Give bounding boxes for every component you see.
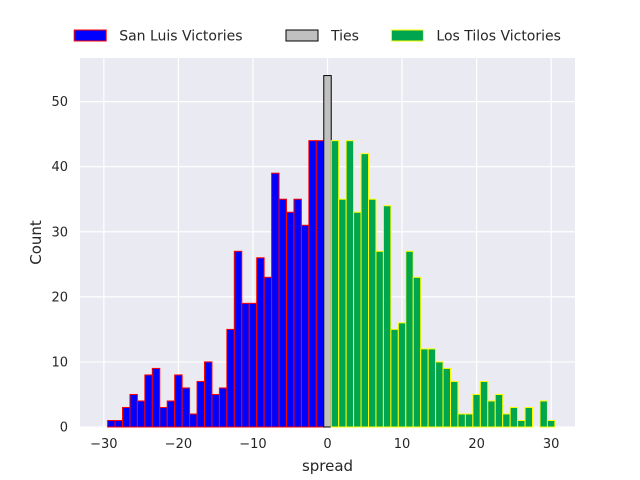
- los-tilos-victories-bar: [539, 400, 548, 428]
- los-tilos-victories-bar: [487, 400, 496, 428]
- y-tick-label: 40: [51, 160, 68, 175]
- san-luis-victories-bar: [166, 400, 176, 428]
- san-luis-victories-bar: [248, 302, 258, 428]
- los-tilos-victories-bar: [435, 361, 444, 428]
- los-tilos-victories-bar: [353, 211, 362, 428]
- san-luis-victories-bar: [271, 172, 280, 428]
- san-luis-victories-bar: [308, 140, 317, 428]
- los-tilos-victories-bar: [479, 380, 489, 428]
- san-luis-victories-bar: [300, 224, 310, 428]
- x-tick-label: 30: [543, 437, 560, 452]
- los-tilos-victories-bar: [390, 328, 399, 428]
- x-tick-label: 10: [394, 437, 411, 452]
- legend-swatch-ties: [285, 29, 319, 42]
- los-tilos-victories-bar: [427, 348, 437, 428]
- y-axis-label: Count: [27, 220, 45, 265]
- san-luis-victories-bar: [114, 419, 123, 428]
- ties-bar: [323, 75, 332, 428]
- y-tick-label: 20: [51, 290, 68, 305]
- x-tick-label: −20: [165, 437, 192, 452]
- san-luis-victories-bar: [211, 393, 220, 428]
- los-tilos-victories-bar: [457, 413, 466, 428]
- los-tilos-victories-bar: [502, 413, 511, 428]
- los-tilos-victories-bar: [472, 393, 481, 428]
- los-tilos-victories-bar: [375, 250, 384, 428]
- san-luis-victories-bar: [181, 387, 191, 428]
- san-luis-victories-bar: [151, 367, 161, 428]
- san-luis-victories-bar: [285, 211, 295, 428]
- tick-labels: −30 −20 −10 0 10 20 30 0 10 20 30 40 50: [51, 95, 559, 452]
- legend-swatch-los-tilos-victories: [390, 29, 424, 42]
- san-luis-victories-bar: [129, 393, 138, 428]
- san-luis-victories-bar: [189, 413, 198, 428]
- legend: San Luis Victories Ties Los Tilos Victorie…: [73, 29, 561, 45]
- y-tick-label: 30: [51, 225, 68, 240]
- los-tilos-victories-bar: [517, 419, 526, 428]
- san-luis-victories-bar: [315, 140, 325, 428]
- san-luis-victories-bar: [174, 374, 183, 428]
- los-tilos-victories-bar: [382, 205, 392, 428]
- legend-label-ties: Ties: [330, 29, 359, 45]
- los-tilos-victories-bar: [360, 153, 370, 428]
- los-tilos-victories-bar: [330, 140, 340, 428]
- legend-swatch-san-luis-victories: [73, 29, 107, 42]
- legend-label-los-tilos-victories: Los Tilos Victories: [436, 29, 561, 45]
- los-tilos-victories-bar: [412, 276, 422, 428]
- x-axis-label: spread: [302, 457, 353, 475]
- san-luis-victories-bar: [218, 387, 228, 428]
- los-tilos-victories-bar: [420, 348, 429, 428]
- san-luis-victories-bar: [196, 380, 205, 428]
- y-tick-label: 0: [60, 421, 68, 436]
- x-tick-label: 0: [323, 437, 331, 452]
- x-tick-label: −30: [90, 437, 117, 452]
- san-luis-victories-bar: [203, 361, 213, 428]
- los-tilos-victories-bar: [494, 393, 504, 428]
- los-tilos-victories-bar: [524, 406, 534, 428]
- histogram-bars: [107, 75, 556, 428]
- san-luis-victories-bar: [241, 302, 250, 428]
- los-tilos-victories-bar: [405, 250, 414, 428]
- san-luis-victories-bar: [159, 406, 168, 428]
- los-tilos-victories-bar: [368, 198, 377, 428]
- los-tilos-victories-bar: [442, 367, 452, 428]
- y-tick-label: 10: [51, 355, 68, 370]
- los-tilos-victories-bar: [509, 406, 519, 428]
- legend-label-san-luis-victories: San Luis Victories: [119, 29, 242, 45]
- x-tick-label: 20: [468, 437, 485, 452]
- los-tilos-victories-bar: [345, 140, 355, 428]
- los-tilos-victories-bar: [546, 419, 556, 428]
- san-luis-victories-bar: [226, 328, 235, 428]
- los-tilos-victories-bar: [338, 198, 347, 428]
- x-tick-label: −10: [239, 437, 266, 452]
- san-luis-victories-bar: [263, 276, 273, 428]
- san-luis-victories-bar: [136, 400, 146, 428]
- san-luis-victories-bar: [107, 419, 116, 428]
- san-luis-victories-bar: [121, 406, 131, 428]
- los-tilos-victories-bar: [464, 413, 474, 428]
- san-luis-victories-bar: [293, 198, 302, 428]
- san-luis-victories-bar: [278, 198, 287, 428]
- san-luis-victories-bar: [144, 374, 153, 428]
- y-tick-label: 50: [51, 95, 68, 110]
- los-tilos-victories-bar: [397, 322, 407, 428]
- san-luis-victories-bar: [233, 250, 243, 428]
- los-tilos-victories-bar: [450, 380, 459, 428]
- san-luis-victories-bar: [256, 257, 265, 428]
